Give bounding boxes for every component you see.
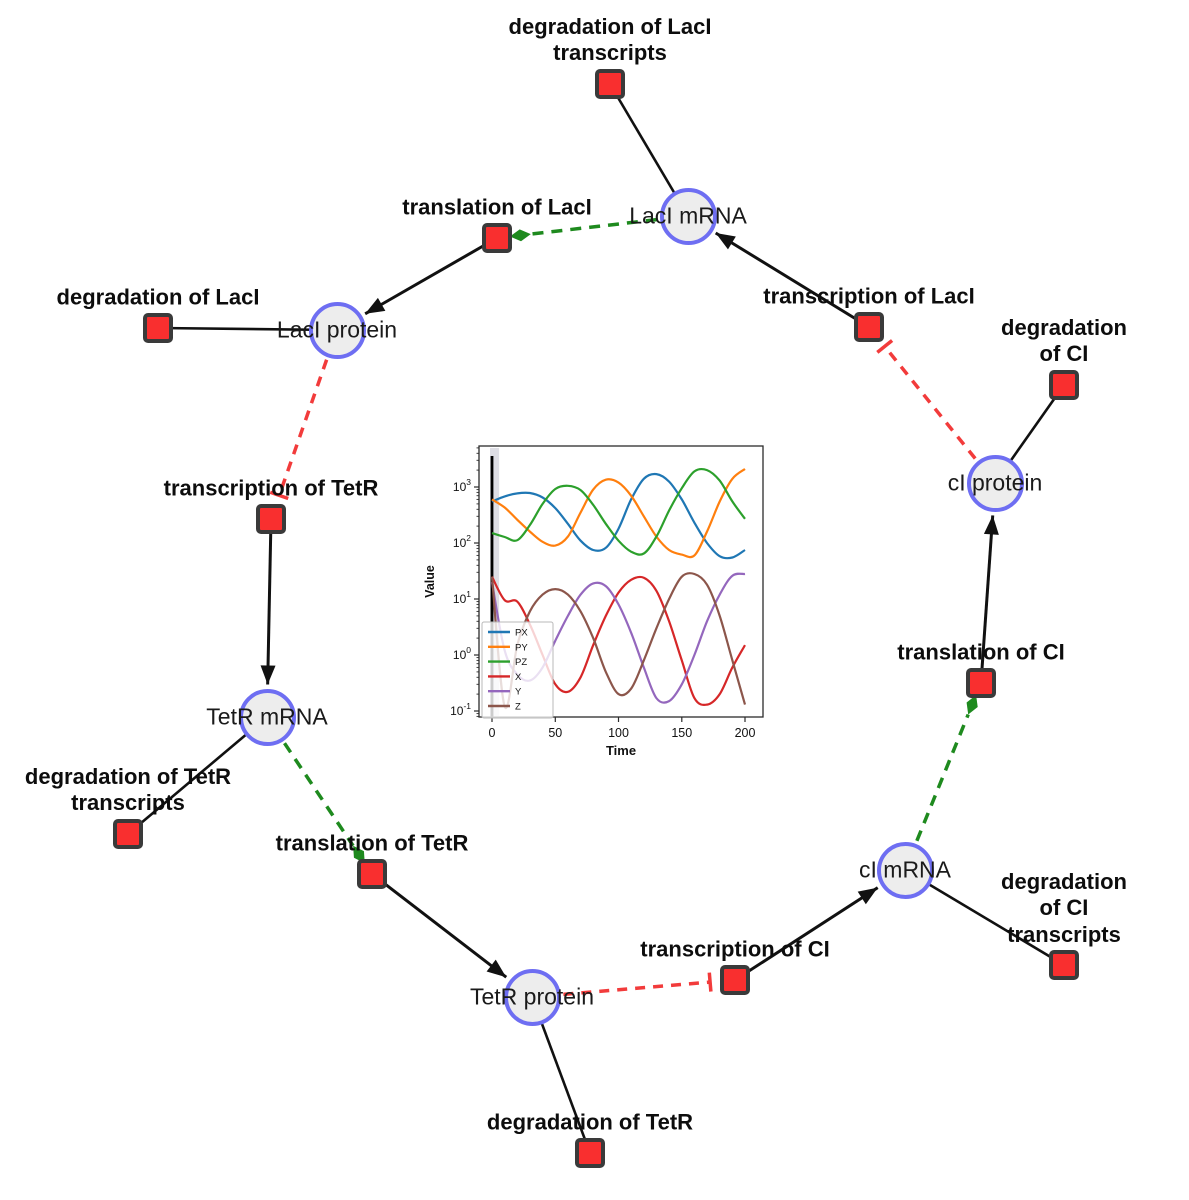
svg-text:Y: Y xyxy=(515,687,522,698)
edge-s_lacI_mRNA-r_transl_lacI xyxy=(530,217,657,236)
reaction-node-r_deg_cI[interactable] xyxy=(1049,370,1079,400)
reaction-node-r_transl_cI[interactable] xyxy=(966,668,996,698)
edge-r_txn_lacI-s_lacI_mRNA-arrowhead-icon xyxy=(715,232,736,250)
species-label-s_cI_prot: cI protein xyxy=(947,469,1043,496)
reaction-label-r_transl_cI: translation of CI xyxy=(897,639,1065,665)
edge-s_cI_mRNA-r_deg_cI_tx xyxy=(904,868,1065,967)
reaction-node-r_deg_tetR[interactable] xyxy=(575,1138,605,1168)
edge-s_tetR_mRNA-r_transl_tetR xyxy=(283,742,355,847)
y-axis-label: Value xyxy=(423,565,437,598)
edge-r_txn_tetR-s_tetR_mRNA-arrowhead-icon xyxy=(260,665,276,685)
edge-r_transl_cI-s_cI_prot-arrowhead-icon xyxy=(983,515,999,535)
edge-r_txn_cI-s_cI_mRNA-arrowhead-icon xyxy=(857,887,878,905)
reaction-node-r_txn_cI[interactable] xyxy=(720,965,750,995)
species-label-s_lacI_prot: LacI protein xyxy=(276,316,398,343)
reaction-node-r_txn_lacI[interactable] xyxy=(854,312,884,342)
series-PZ xyxy=(491,467,746,556)
species-node-s_cI_mRNA[interactable] xyxy=(876,841,934,899)
reaction-label-r_txn_tetR: transcription of TetR xyxy=(163,475,379,501)
edge-s_cI_mRNA-r_transl_cI-diamond-icon xyxy=(966,695,978,715)
chart-legend: PX PY PZ XYZ xyxy=(481,621,554,719)
svg-text:100: 100 xyxy=(453,645,471,662)
species-label-s_tetR_mRNA: TetR mRNA xyxy=(206,703,328,730)
edge-s_lacI_prot-r_deg_lacI xyxy=(157,326,338,332)
reaction-label-r_deg_tetR_tx: degradation of TetR transcripts xyxy=(24,764,232,816)
svg-text:10-1: 10-1 xyxy=(450,701,471,718)
reaction-label-r_deg_cI_tx: degradation of CI transcripts xyxy=(1001,868,1127,947)
reaction-label-r_txn_cI: transcription of CI xyxy=(640,936,830,962)
edge-r_transl_tetR-s_tetR_prot-arrowhead-icon xyxy=(486,959,507,978)
svg-text:PZ: PZ xyxy=(515,657,527,668)
edge-r_transl_lacI-s_lacI_prot-arrowhead-icon xyxy=(365,297,386,314)
reaction-node-r_transl_lacI[interactable] xyxy=(482,223,512,253)
species-node-s_cI_prot[interactable] xyxy=(966,454,1024,512)
svg-text:X: X xyxy=(515,672,522,683)
reaction-label-r_transl_tetR: translation of TetR xyxy=(275,830,469,856)
reaction-label-r_transl_lacI: translation of LacI xyxy=(402,194,592,220)
reaction-label-r_deg_cI: degradation of CI xyxy=(1001,315,1127,367)
svg-text:103: 103 xyxy=(453,477,471,494)
species-node-s_lacI_prot[interactable] xyxy=(308,301,366,359)
edge-s_cI_mRNA-r_transl_cI xyxy=(915,713,970,842)
svg-text:102: 102 xyxy=(453,533,471,550)
edge-r_txn_lacI-s_lacI_mRNA xyxy=(714,231,870,329)
edge-s_tetR_mRNA-r_deg_tetR_tx xyxy=(127,716,268,835)
edge-s_tetR_prot-r_txn_cI-tee-icon xyxy=(707,972,713,992)
edge-r_txn_tetR-s_tetR_mRNA xyxy=(266,518,273,685)
series-Z xyxy=(490,572,747,710)
edge-s_cI_prot-r_txn_lacI xyxy=(883,345,977,460)
svg-text:150: 150 xyxy=(671,726,692,740)
edge-s_lacI_mRNA-r_transl_lacI-diamond-icon xyxy=(509,229,531,242)
edge-s_tetR_mRNA-r_transl_tetR-diamond-icon xyxy=(353,845,365,864)
species-node-s_tetR_mRNA[interactable] xyxy=(238,688,296,746)
svg-text:50: 50 xyxy=(548,726,562,740)
edge-r_transl_cI-s_cI_prot xyxy=(979,515,995,684)
reaction-label-r_deg_lacI: degradation of LacI xyxy=(56,284,260,310)
reaction-label-r_txn_lacI: transcription of LacI xyxy=(763,283,975,309)
species-label-s_cI_mRNA: cI mRNA xyxy=(859,856,951,883)
species-label-s_tetR_prot: TetR protein xyxy=(469,983,595,1010)
edge-s_lacI_prot-r_txn_tetR xyxy=(277,359,329,496)
reaction-node-r_deg_lacI_tx[interactable] xyxy=(595,69,625,99)
svg-text:Z: Z xyxy=(515,702,521,713)
reaction-node-r_transl_tetR[interactable] xyxy=(357,859,387,889)
species-label-s_lacI_mRNA: LacI mRNA xyxy=(629,202,747,229)
svg-text:100: 100 xyxy=(608,726,629,740)
simulation-chart-panel: 10-1 100 101 102 103 0 50 100 150 200 Time Value PX P… xyxy=(420,436,775,766)
reaction-node-r_txn_tetR[interactable] xyxy=(256,504,286,534)
svg-text:PX: PX xyxy=(515,628,528,639)
series-PY xyxy=(491,468,746,559)
svg-text:0: 0 xyxy=(489,726,496,740)
reaction-node-r_deg_cI_tx[interactable] xyxy=(1049,950,1079,980)
edge-r_transl_lacI-s_lacI_prot xyxy=(364,236,498,316)
reaction-label-r_deg_lacI_tx: degradation of LacI transcripts xyxy=(508,14,712,66)
edge-s_tetR_prot-r_txn_cI xyxy=(563,980,711,997)
edge-r_transl_tetR-s_tetR_prot xyxy=(371,872,508,979)
species-node-s_tetR_prot[interactable] xyxy=(503,968,561,1026)
reaction-node-r_deg_tetR_tx[interactable] xyxy=(113,819,143,849)
edge-s_lacI_prot-r_txn_tetR-tee-icon xyxy=(269,490,289,501)
svg-text:200: 200 xyxy=(735,726,756,740)
reaction-node-r_deg_lacI[interactable] xyxy=(143,313,173,343)
x-axis-label: Time xyxy=(606,743,636,758)
svg-text:PY: PY xyxy=(515,642,528,653)
reaction-label-r_deg_tetR: degradation of TetR xyxy=(486,1109,694,1135)
svg-text:101: 101 xyxy=(453,589,471,606)
species-node-s_lacI_mRNA[interactable] xyxy=(659,187,717,245)
edge-s_cI_prot-r_txn_lacI-tee-icon xyxy=(876,339,894,354)
edge-r_txn_cI-s_cI_mRNA xyxy=(734,886,879,982)
